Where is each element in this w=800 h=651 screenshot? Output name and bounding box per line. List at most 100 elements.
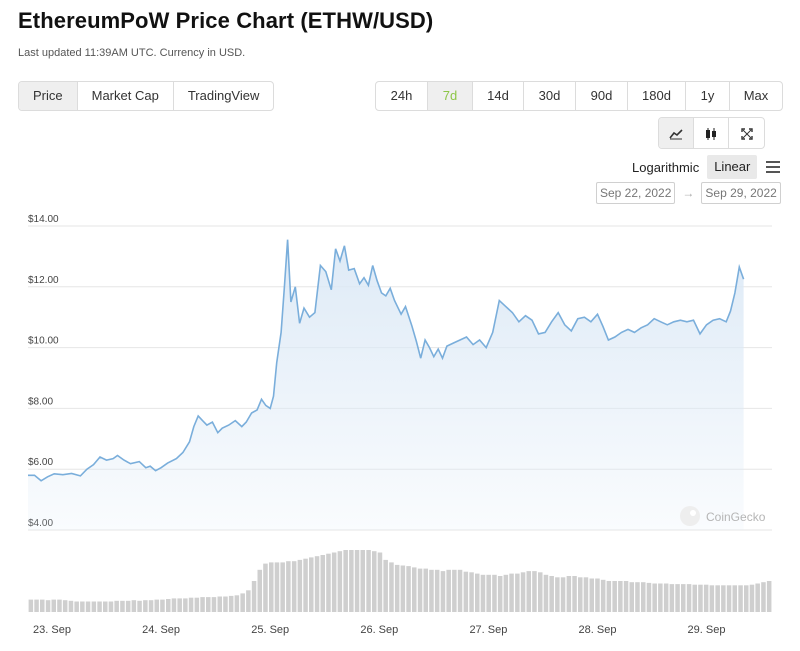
- price-point: [699, 333, 701, 335]
- fullscreen-button[interactable]: [729, 118, 764, 148]
- volume-bar: [291, 561, 297, 612]
- volume-bar: [234, 595, 240, 612]
- price-point: [334, 248, 336, 250]
- volume-bar: [183, 598, 188, 612]
- price-point: [138, 460, 140, 462]
- volume-bar: [480, 574, 486, 612]
- range-30d[interactable]: 30d: [524, 82, 576, 110]
- volume-bar: [360, 550, 366, 612]
- range-7d[interactable]: 7d: [428, 82, 473, 110]
- volume-bar: [703, 584, 709, 612]
- price-point: [325, 270, 327, 272]
- volume-bar: [171, 598, 177, 612]
- price-point: [79, 475, 81, 477]
- volume-bar: [755, 583, 760, 612]
- price-point: [303, 307, 305, 309]
- price-point: [269, 407, 271, 409]
- tab-market-cap[interactable]: Market Cap: [78, 82, 174, 110]
- range-24h[interactable]: 24h: [376, 82, 428, 110]
- volume-bar: [377, 552, 383, 612]
- volume-bar: [34, 599, 39, 612]
- volume-bar: [297, 559, 303, 612]
- volume-bar: [62, 600, 68, 612]
- price-point: [339, 260, 341, 262]
- candlestick-view-button[interactable]: [694, 118, 729, 148]
- last-updated-text: Last updated 11:39AM UTC. Currency in US…: [18, 47, 246, 59]
- price-point: [160, 467, 162, 469]
- volume-bar: [492, 574, 497, 612]
- volume-bar: [658, 583, 663, 612]
- volume-bar: [629, 582, 635, 612]
- date-to-input[interactable]: Sep 29, 2022: [701, 182, 781, 204]
- volume-bar: [515, 573, 520, 612]
- volume-bar: [538, 572, 543, 612]
- price-point: [544, 331, 546, 333]
- volume-bar: [526, 571, 532, 612]
- volume-bar: [623, 581, 629, 612]
- price-point: [92, 463, 94, 465]
- range-max[interactable]: Max: [743, 88, 769, 103]
- price-point: [380, 292, 382, 294]
- price-point: [175, 457, 177, 459]
- fullscreen-icon: [740, 127, 753, 140]
- volume-bar: [669, 584, 675, 612]
- logarithmic-toggle[interactable]: Logarithmic: [632, 159, 700, 175]
- volume-bar: [354, 550, 360, 612]
- volume-bar: [503, 574, 509, 612]
- volume-bar: [223, 596, 228, 612]
- range-180d[interactable]: 180d: [628, 82, 686, 110]
- price-point: [640, 327, 642, 329]
- price-point: [129, 463, 131, 465]
- price-point: [679, 319, 681, 321]
- price-point: [367, 284, 369, 286]
- hamburger-menu-icon[interactable]: [766, 161, 781, 173]
- volume-bar: [675, 584, 680, 612]
- volume-bar: [274, 562, 280, 612]
- range-14d[interactable]: 14d: [473, 82, 524, 110]
- price-point: [86, 468, 88, 470]
- price-point: [614, 336, 616, 338]
- x-tick-label: 28. Sep: [579, 624, 617, 636]
- volume-bar: [246, 590, 251, 612]
- price-point: [389, 287, 391, 289]
- price-point: [182, 451, 184, 453]
- chart-view-buttons: [658, 117, 765, 149]
- price-point: [518, 321, 520, 323]
- price-chart[interactable]: $4.00$6.00$8.00$10.00$12.00$14.00 23. Se…: [0, 210, 800, 651]
- time-range-tabs: 24h 7d 14d 30d 90d 180d 1y Max: [375, 81, 783, 111]
- price-point: [531, 319, 533, 321]
- volume-bar: [440, 571, 446, 612]
- price-point: [99, 456, 101, 458]
- volume-bar: [131, 600, 137, 612]
- price-point: [53, 473, 55, 475]
- volume-bar: [120, 600, 125, 612]
- price-point: [550, 321, 552, 323]
- price-point: [524, 315, 526, 317]
- volume-bar: [97, 601, 102, 612]
- volume-bar: [343, 550, 348, 612]
- tab-price[interactable]: Price: [19, 82, 78, 110]
- tab-tradingview[interactable]: TradingView: [187, 88, 260, 103]
- x-tick-label: 27. Sep: [469, 624, 507, 636]
- volume-bar: [314, 556, 320, 612]
- price-point: [206, 424, 208, 426]
- volume-bar: [320, 555, 326, 612]
- date-from-input[interactable]: Sep 22, 2022: [596, 182, 676, 204]
- volume-bar: [543, 574, 549, 612]
- volume-bar: [732, 585, 738, 612]
- volume-bar: [206, 597, 211, 612]
- volume-bar: [228, 595, 234, 612]
- range-90d[interactable]: 90d: [576, 82, 628, 110]
- y-tick-label: $12.00: [28, 275, 59, 286]
- price-point: [188, 441, 190, 443]
- linear-toggle[interactable]: Linear: [707, 155, 758, 179]
- price-point: [424, 339, 426, 341]
- volume-bar: [51, 599, 57, 612]
- x-tick-label: 29. Sep: [688, 624, 726, 636]
- price-point: [441, 357, 443, 359]
- price-point: [393, 299, 395, 301]
- price-point: [452, 342, 454, 344]
- range-1y[interactable]: 1y: [686, 82, 730, 110]
- line-view-button[interactable]: [659, 118, 694, 148]
- volume-bar: [160, 599, 165, 612]
